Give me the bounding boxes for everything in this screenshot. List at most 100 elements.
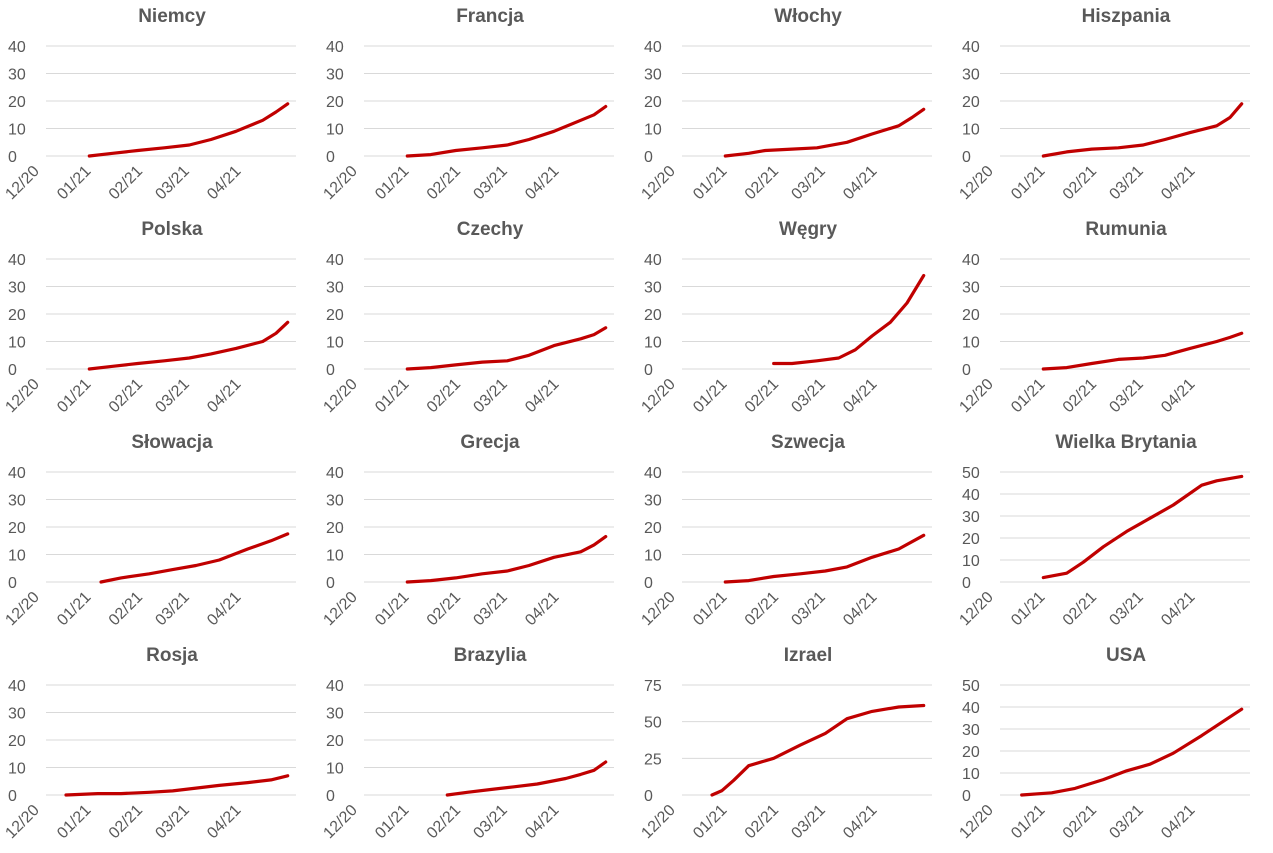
y-tick-label: 30 xyxy=(644,493,662,510)
y-tick-label: 10 xyxy=(326,761,344,778)
x-tick-label: 12/20 xyxy=(2,376,42,416)
line-chart: Grecja 0 10 20 30 40 12/20 01/21 02/21 03/21 04/21 xyxy=(320,432,614,629)
chart-panel: Włochy 0 10 20 30 40 12/20 01/21 02/21 03/21 04/21 xyxy=(636,0,954,213)
x-tick-label: 02/21 xyxy=(424,163,464,203)
series-line xyxy=(445,760,608,797)
x-tick-label: 03/21 xyxy=(152,163,192,203)
y-tick-label: 40 xyxy=(962,487,980,504)
x-tick-label: 12/20 xyxy=(638,163,678,203)
x-tick-label: 04/21 xyxy=(204,163,244,203)
line-chart: Brazylia 0 10 20 30 40 12/20 01/21 02/21 03/21 04/… xyxy=(320,645,614,842)
x-tick-label: 04/21 xyxy=(840,589,880,629)
y-tick-label: 20 xyxy=(644,94,662,111)
x-tick-label: 01/21 xyxy=(690,802,730,842)
x-tick-label: 02/21 xyxy=(424,589,464,629)
line-chart: Hiszpania 0 10 20 30 40 12/20 01/21 02/21 03/21 04… xyxy=(956,6,1250,203)
x-tick-label: 02/21 xyxy=(424,376,464,416)
x-tick-label: 01/21 xyxy=(372,163,412,203)
chart-title: USA xyxy=(1106,645,1146,666)
x-tick-label: 04/21 xyxy=(204,589,244,629)
y-tick-label: 20 xyxy=(8,733,26,750)
x-tick-label: 01/21 xyxy=(54,802,94,842)
y-tick-label: 0 xyxy=(8,575,17,592)
line-chart: Izrael 0 25 50 75 12/20 01/21 02/21 03/21 04/21 xyxy=(638,645,932,842)
chart-panel: Niemcy 0 10 20 30 40 12/20 01/21 02/21 03/21 04/21 xyxy=(0,0,318,213)
x-tick-label: 02/21 xyxy=(106,589,146,629)
x-tick-label: 04/21 xyxy=(1158,376,1198,416)
x-tick-label: 02/21 xyxy=(1060,802,1100,842)
y-tick-label: 40 xyxy=(8,678,26,695)
x-tick-label: 02/21 xyxy=(742,802,782,842)
x-tick-label: 04/21 xyxy=(1158,163,1198,203)
y-tick-label: 50 xyxy=(962,465,980,482)
y-tick-label: 30 xyxy=(8,706,26,723)
series-line xyxy=(1020,707,1244,797)
y-tick-label: 40 xyxy=(8,39,26,56)
x-tick-label: 02/21 xyxy=(1060,589,1100,629)
chart-title: Rumunia xyxy=(1085,219,1167,240)
series-line xyxy=(723,533,926,584)
x-tick-label: 12/20 xyxy=(956,163,996,203)
chart-panel: USA 0 10 20 30 40 50 12/20 01/21 02/21 03/21 04/21 xyxy=(954,639,1272,852)
line-chart: Polska 0 10 20 30 40 12/20 01/21 02/21 03/21 04/21 xyxy=(2,219,296,416)
y-tick-label: 40 xyxy=(644,39,662,56)
series-line xyxy=(710,703,926,797)
y-tick-label: 30 xyxy=(8,280,26,297)
x-tick-label: 01/21 xyxy=(54,163,94,203)
chart-title: Francja xyxy=(456,6,524,27)
chart-panel: Polska 0 10 20 30 40 12/20 01/21 02/21 03/21 04/21 xyxy=(0,213,318,426)
y-tick-label: 20 xyxy=(962,744,980,761)
y-tick-label: 0 xyxy=(962,362,971,379)
x-tick-label: 03/21 xyxy=(152,376,192,416)
x-tick-label: 03/21 xyxy=(788,163,828,203)
chart-panel: Francja 0 10 20 30 40 12/20 01/21 02/21 03/21 04/2… xyxy=(318,0,636,213)
x-tick-label: 01/21 xyxy=(54,376,94,416)
y-tick-label: 40 xyxy=(326,678,344,695)
x-tick-label: 04/21 xyxy=(522,163,562,203)
x-tick-label: 03/21 xyxy=(1106,376,1146,416)
y-tick-label: 20 xyxy=(962,94,980,111)
line-chart: Węgry 0 10 20 30 40 12/20 01/21 02/21 03/21 04/21 xyxy=(638,219,932,416)
y-tick-label: 0 xyxy=(644,788,653,805)
y-tick-label: 30 xyxy=(644,67,662,84)
y-tick-label: 30 xyxy=(962,67,980,84)
x-tick-label: 03/21 xyxy=(470,589,510,629)
y-tick-label: 40 xyxy=(962,700,980,717)
y-tick-label: 0 xyxy=(8,362,17,379)
x-tick-label: 04/21 xyxy=(1158,589,1198,629)
y-tick-label: 40 xyxy=(644,465,662,482)
y-tick-label: 40 xyxy=(326,39,344,56)
x-tick-label: 12/20 xyxy=(956,589,996,629)
y-tick-label: 10 xyxy=(962,553,980,570)
x-tick-label: 03/21 xyxy=(1106,802,1146,842)
chart-title: Polska xyxy=(141,219,203,240)
x-tick-label: 03/21 xyxy=(152,589,192,629)
y-tick-label: 30 xyxy=(326,493,344,510)
x-tick-label: 01/21 xyxy=(690,163,730,203)
x-tick-label: 03/21 xyxy=(470,802,510,842)
x-tick-label: 04/21 xyxy=(1158,802,1198,842)
y-tick-label: 40 xyxy=(8,465,26,482)
x-tick-label: 01/21 xyxy=(372,376,412,416)
x-tick-label: 12/20 xyxy=(320,589,360,629)
x-tick-label: 02/21 xyxy=(742,589,782,629)
x-tick-label: 12/20 xyxy=(638,376,678,416)
chart-panel: Czechy 0 10 20 30 40 12/20 01/21 02/21 03/21 04/21 xyxy=(318,213,636,426)
y-tick-label: 0 xyxy=(326,362,335,379)
x-tick-label: 12/20 xyxy=(320,802,360,842)
y-tick-label: 20 xyxy=(326,733,344,750)
x-tick-label: 01/21 xyxy=(372,589,412,629)
chart-panel: Brazylia 0 10 20 30 40 12/20 01/21 02/21 03/21 04/… xyxy=(318,639,636,852)
x-tick-label: 03/21 xyxy=(788,376,828,416)
x-tick-label: 02/21 xyxy=(1060,376,1100,416)
series-line xyxy=(772,273,926,366)
y-tick-label: 0 xyxy=(644,149,653,166)
y-tick-label: 0 xyxy=(326,788,335,805)
y-tick-label: 40 xyxy=(326,252,344,269)
y-tick-label: 0 xyxy=(326,149,335,166)
y-tick-label: 10 xyxy=(326,335,344,352)
x-tick-label: 04/21 xyxy=(840,376,880,416)
y-tick-label: 20 xyxy=(644,307,662,324)
y-tick-label: 20 xyxy=(326,307,344,324)
y-tick-label: 40 xyxy=(326,465,344,482)
